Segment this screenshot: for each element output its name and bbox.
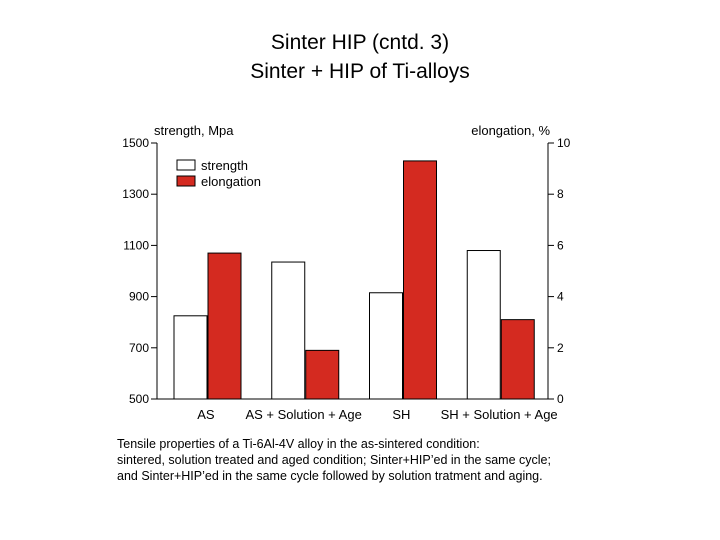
legend-label-elongation: elongation — [201, 174, 261, 189]
legend-swatch-strength — [176, 159, 196, 171]
left-tick-label: 900 — [129, 290, 149, 304]
slide-title-line1: Sinter HIP (cntd. 3) — [270, 31, 450, 54]
right-tick-label: 2 — [557, 341, 564, 355]
left-tick-label: 700 — [129, 341, 149, 355]
right-tick-label: 4 — [557, 290, 564, 304]
elongation-bar — [500, 319, 535, 400]
left-tick-label: 500 — [129, 392, 149, 406]
right-tick-label: 8 — [557, 187, 564, 201]
legend-swatch-elongation — [176, 175, 196, 187]
elongation-bar — [207, 252, 242, 400]
slide-title-line2: Sinter + HIP of Ti-alloys — [250, 60, 470, 83]
left-axis-label: strength, Mpa — [154, 123, 234, 138]
x-tick-label: SH — [392, 407, 410, 422]
right-tick-label: 6 — [557, 238, 564, 252]
legend-label-strength: strength — [201, 158, 248, 173]
strength-bar — [271, 261, 306, 400]
caption-line-2: sintered, solution treated and aged cond… — [117, 453, 551, 467]
strength-bar — [369, 292, 403, 400]
elongation-bar — [403, 160, 437, 400]
elongation-bar — [305, 349, 340, 400]
right-tick-label: 10 — [557, 136, 571, 150]
x-tick-label: SH + Solution + Age — [441, 407, 558, 422]
caption-line-3: and Sinter+HIP’ed in the same cycle foll… — [117, 469, 543, 483]
strength-bar — [466, 250, 501, 400]
figure-caption: Tensile properties of a Ti-6Al-4V alloy … — [117, 436, 617, 484]
strength-bar — [173, 315, 208, 400]
right-tick-label: 0 — [557, 392, 564, 406]
left-tick-label: 1100 — [123, 238, 149, 252]
left-tick-label: 1300 — [122, 187, 149, 201]
left-tick-label: 1500 — [122, 136, 149, 150]
x-tick-label: AS — [197, 407, 215, 422]
right-axis-label: elongation, % — [471, 123, 550, 138]
caption-line-1: Tensile properties of a Ti-6Al-4V alloy … — [117, 437, 480, 451]
x-tick-label: AS + Solution + Age — [245, 407, 361, 422]
